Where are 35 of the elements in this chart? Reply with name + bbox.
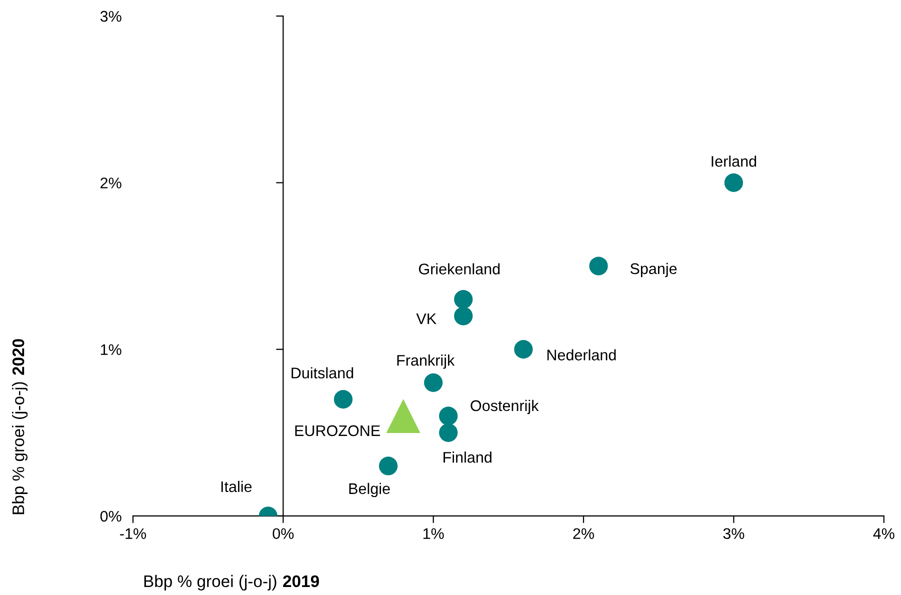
point [454, 290, 473, 309]
annotation: Oostenrijk [470, 400, 539, 414]
annotation: Finland [444, 452, 492, 463]
y-tick-label: 3% [100, 10, 122, 22]
x-tick-label: 0% [272, 528, 294, 540]
x-tick-label: 1% [423, 528, 444, 539]
y-tick-label: 1% [100, 344, 122, 355]
annotation: Italie [221, 480, 252, 492]
y-tick-label: 2% [100, 178, 122, 188]
x-axis-title: Bbp % groei (j-o-j) 2019 [144, 574, 319, 590]
point [439, 423, 458, 442]
point [454, 306, 473, 326]
x-tick-label: 2% [573, 528, 594, 539]
point [424, 373, 443, 392]
annotation: Griekenland [418, 263, 500, 274]
x-tick-label: 4% [873, 528, 894, 539]
annotation: Belgie [349, 482, 390, 498]
y-tick-label: 0% [100, 510, 122, 522]
point [334, 390, 353, 409]
annotation: Spanje [630, 262, 677, 278]
point [386, 398, 420, 434]
annotation: Frankrijk [397, 354, 455, 369]
point [439, 406, 458, 426]
annotation: Ierland [712, 156, 756, 167]
point [378, 456, 398, 476]
annotation: EUROZONE [295, 425, 380, 436]
annotation: Duitsland [292, 367, 354, 378]
annotation: Nederland [547, 349, 616, 360]
point [589, 256, 608, 276]
annotation: VK [416, 313, 436, 324]
x-tick-label: 3% [723, 528, 744, 540]
y-axis-title: Bbp % groei (j-o-j) 2020 [12, 339, 28, 514]
x-tick-label: -1% [120, 528, 146, 539]
point [724, 173, 744, 192]
point [514, 340, 533, 359]
